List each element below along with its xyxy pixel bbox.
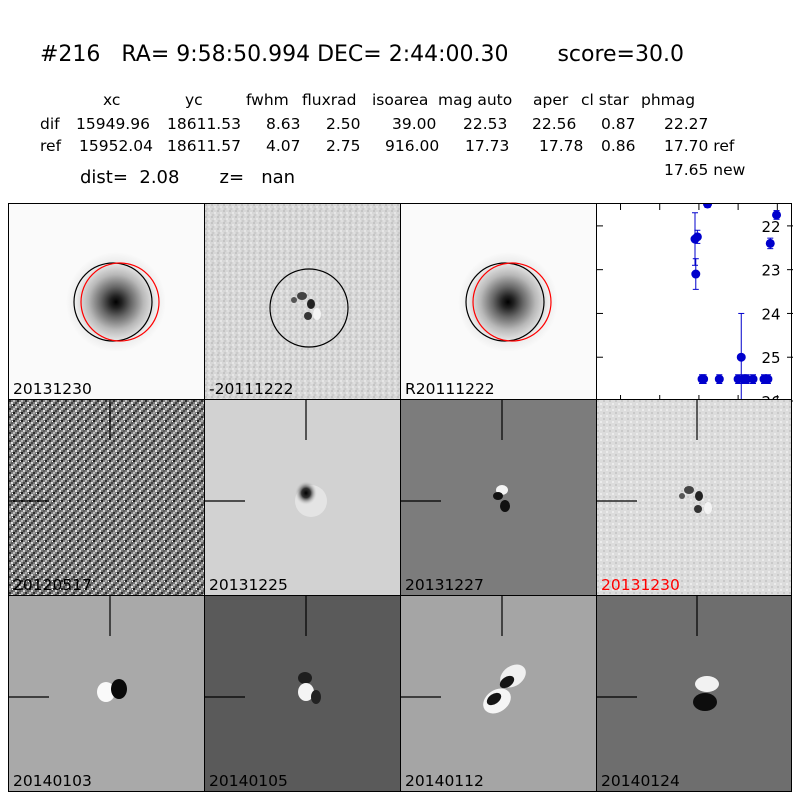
- light-curve-panel: 2223242526−100−50050100: [596, 203, 793, 422]
- col-header-fwhm: fwhm: [246, 91, 289, 109]
- new-phmag: 17.65 new: [664, 161, 746, 179]
- data-point: [691, 269, 701, 279]
- ref-cl-star: 0.86: [601, 137, 636, 155]
- stamp-date-label: 20140112: [405, 772, 484, 790]
- col-header-phmag: phmag: [641, 91, 696, 109]
- data-point: [765, 238, 775, 248]
- stamp-4: 20140103: [8, 595, 205, 792]
- aperture-circle: [269, 268, 349, 348]
- col-header-isoarea: isoarea: [372, 91, 429, 109]
- aperture-circle-black: [73, 262, 153, 342]
- dif-xc: 15949.96: [76, 115, 150, 133]
- row-label-dif: dif: [40, 115, 60, 133]
- candidate-title: #216 RA= 9:58:50.994 DEC= 2:44:00.30 sco…: [40, 42, 684, 67]
- data-point: [692, 232, 702, 242]
- y-tick-label: 25: [761, 349, 780, 367]
- stamp-image: [205, 596, 400, 791]
- col-header-yc: yc: [185, 91, 203, 109]
- data-point: [748, 374, 758, 384]
- data-point: [699, 374, 709, 384]
- stamp-date-label: 20140103: [13, 772, 92, 790]
- y-tick-label: 22: [761, 218, 780, 236]
- dist-z-line: dist= 2.08 z= nan: [80, 167, 296, 188]
- dif-isoarea: 39.00: [392, 115, 437, 133]
- stamp-6: 20140112: [400, 595, 597, 792]
- new-image-stamp: [9, 204, 204, 399]
- row-label-ref: ref: [40, 137, 62, 155]
- stamp-image: [9, 596, 204, 791]
- stamp-image: [597, 596, 791, 791]
- aperture-circle-black: [465, 262, 545, 342]
- reference-stamp: [401, 204, 596, 399]
- stamp-date-label: 20120517: [13, 576, 92, 594]
- ref-phmag: 17.70 ref: [664, 137, 735, 155]
- difference-stamp: [205, 204, 400, 399]
- stamp-2: 20131227: [400, 399, 597, 596]
- y-tick-label: 23: [761, 262, 780, 280]
- top-panel-reference: R20111222: [400, 203, 597, 400]
- top-panel-label: -20111222: [209, 380, 294, 398]
- data-point: [736, 352, 746, 362]
- stamp-date-label-highlight: 20131230: [601, 576, 680, 594]
- dif-phmag: 22.27: [664, 115, 709, 133]
- col-header-xc: xc: [103, 91, 121, 109]
- stamp-image: [205, 400, 400, 595]
- stamp-5: 20140105: [204, 595, 401, 792]
- stamp-date-label: 20131225: [209, 576, 288, 594]
- aperture-circle-red: [472, 262, 552, 342]
- stamp-image: [401, 596, 596, 791]
- ref-yc: 18611.57: [167, 137, 241, 155]
- ref-mag-auto: 17.73: [465, 137, 510, 155]
- data-point: [772, 210, 782, 220]
- stamp-image: [401, 400, 596, 595]
- top-panel-difference: -20111222: [204, 203, 401, 400]
- stamp-image: [9, 400, 204, 595]
- aperture-circle-red: [80, 262, 160, 342]
- stamp-1: 20131225: [204, 399, 401, 596]
- dif-fluxrad: 2.50: [326, 115, 361, 133]
- col-header-cl-star: cl star: [581, 91, 629, 109]
- dif-aper: 22.56: [532, 115, 577, 133]
- stamp-3: 20131230: [596, 399, 792, 596]
- dif-fwhm: 8.63: [266, 115, 301, 133]
- top-panel-label: R20111222: [405, 380, 495, 398]
- ref-isoarea: 916.00: [385, 137, 440, 155]
- ref-fwhm: 4.07: [266, 137, 301, 155]
- top-panel-new-image: 20131230: [8, 203, 205, 400]
- stamp-date-label: 20140124: [601, 772, 680, 790]
- stamp-date-label: 20131227: [405, 576, 484, 594]
- dif-mag-auto: 22.53: [463, 115, 508, 133]
- dif-cl-star: 0.87: [601, 115, 636, 133]
- data-point: [714, 374, 724, 384]
- stamp-image: [597, 400, 791, 595]
- y-tick-label: 24: [761, 305, 780, 323]
- ref-aper: 17.78: [539, 137, 584, 155]
- stamp-7: 20140124: [596, 595, 792, 792]
- top-panel-label: 20131230: [13, 380, 92, 398]
- dif-yc: 18611.53: [167, 115, 241, 133]
- ref-xc: 15952.04: [79, 137, 153, 155]
- stamp-date-label: 20140105: [209, 772, 288, 790]
- col-header-mag-auto: mag auto: [438, 91, 513, 109]
- ref-fluxrad: 2.75: [326, 137, 361, 155]
- data-point: [703, 204, 713, 209]
- col-header-aper: aper: [533, 91, 569, 109]
- data-point: [763, 374, 773, 384]
- col-header-fluxrad: fluxrad: [302, 91, 357, 109]
- stamp-0: 20120517: [8, 399, 205, 596]
